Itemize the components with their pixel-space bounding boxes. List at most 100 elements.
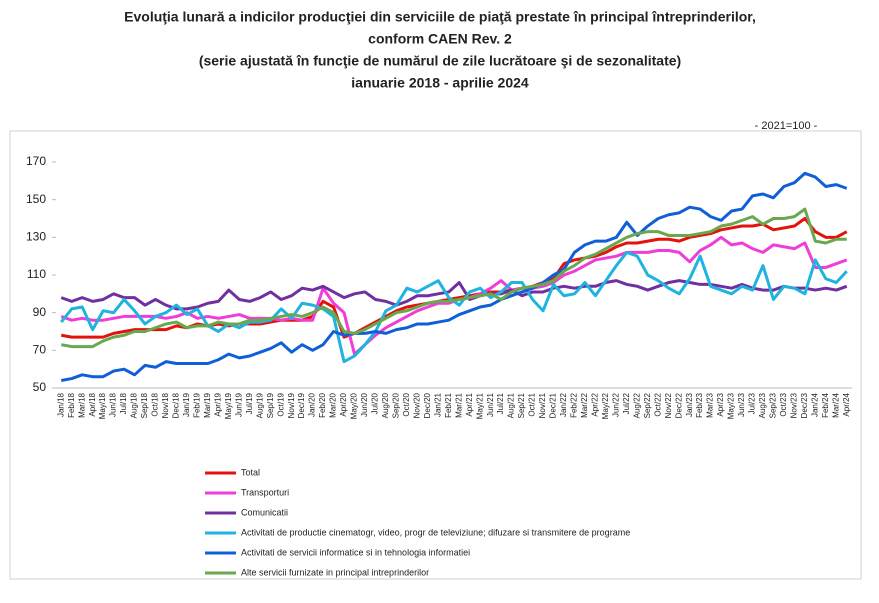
x-tick-label: Feb/22 [570,392,579,417]
x-tick-label: Dec/23 [800,392,809,418]
series-line [60,171,848,382]
x-tick-label: Aug/20 [381,392,390,418]
y-tick-label: 90 [33,305,47,319]
x-tick-label: Aug/18 [130,392,139,418]
title-line: Evoluţia lunară a indicilor producţiei d… [124,9,756,25]
y-tick-label: 110 [27,267,46,281]
x-tick-label: Nov/22 [664,392,673,418]
series-line [60,250,848,364]
x-tick-label: Nov/18 [161,392,170,418]
x-tick-label: Sep/20 [392,392,401,418]
y-tick-label: 170 [26,154,46,168]
x-tick-label: Sep/22 [643,392,652,418]
title-line: conform CAEN Rev. 2 [368,31,512,47]
x-tick-label: Apr/21 [465,392,474,416]
x-tick-label: Nov/19 [287,392,296,418]
x-tick-label: Apr/22 [591,392,600,416]
x-tick-label: Jul/21 [496,392,505,414]
x-tick-label: Mar/19 [203,392,212,417]
x-tick-label: May/18 [98,392,107,419]
x-tick-label: Mar/24 [831,392,840,417]
legend-label: Activitati de servicii informatice si in… [241,547,470,557]
legend-label: Activitati de productie cinematogr, vide… [241,527,630,537]
x-tick-label: Dec/19 [297,392,306,418]
series-line [60,217,848,339]
x-tick-label: Jan/23 [685,392,694,417]
x-tick-label: Aug/19 [255,392,264,418]
series-line [60,279,848,311]
title-line: (serie ajustată în funcţie de numărul de… [199,53,681,69]
chart-frame [9,130,862,580]
x-tick-label: Apr/19 [213,392,222,416]
annotation: - 2021=100 - [755,120,818,132]
x-tick-label: Feb/21 [444,392,453,417]
x-tick-label: Jun/20 [360,392,369,417]
x-tick-label: Jul/19 [245,392,254,414]
y-tick-label: 150 [26,192,46,206]
x-tick-label: Jan/18 [56,392,65,417]
y-tick-label: 70 [33,343,47,357]
x-tick-label: Sep/23 [769,392,778,418]
legend-label: Total [241,467,260,477]
x-tick-label: Dec/21 [549,392,558,418]
x-tick-label: Dec/18 [172,392,181,418]
x-tick-label: Jul/23 [748,392,757,414]
x-tick-label: Nov/20 [412,392,421,418]
x-tick-label: Jul/18 [119,392,128,414]
x-tick-label: Oct/18 [151,392,160,416]
x-tick-label: May/23 [727,392,736,419]
x-tick-label: Dec/20 [423,392,432,418]
x-tick-label: Jul/20 [371,392,380,414]
x-tick-label: Nov/21 [538,392,547,418]
x-tick-label: Jun/21 [486,392,495,417]
x-tick-label: May/19 [224,392,233,419]
x-tick-label: Jan/21 [433,392,442,417]
x-tick-label: Sep/18 [140,392,149,418]
x-tick-label: Sep/21 [517,392,526,418]
x-tick-label: Mar/23 [706,392,715,417]
x-tick-label: Jan/22 [559,392,568,417]
x-tick-label: Jun/22 [611,392,620,417]
x-tick-label: Feb/23 [695,392,704,417]
x-tick-label: Dec/22 [674,392,683,418]
x-tick-label: Mar/18 [77,392,86,417]
x-tick-label: Oct/20 [402,392,411,416]
series-line [60,207,847,349]
x-tick-label: Feb/24 [821,392,830,417]
x-tick-label: Feb/19 [193,392,202,417]
x-tick-label: Aug/23 [758,392,767,418]
x-tick-label: Oct/23 [779,392,788,416]
x-tick-label: May/21 [475,392,484,419]
x-tick-label: Jun/23 [737,392,746,417]
x-tick-label: Jan/19 [182,392,191,417]
x-tick-label: Nov/23 [790,392,799,418]
x-tick-label: Apr/18 [88,392,97,416]
x-tick-label: Feb/18 [67,392,76,417]
x-tick-label: Mar/21 [454,392,463,417]
title-line: ianuarie 2018 - aprilie 2024 [351,75,529,91]
x-tick-label: Jul/22 [622,392,631,414]
x-tick-label: Oct/19 [276,392,285,416]
legend-label: Alte servicii furnizate in principal int… [241,567,429,577]
legend-label: Comunicatii [241,507,288,517]
x-tick-label: Apr/23 [716,392,725,416]
x-tick-label: Oct/22 [653,392,662,416]
x-tick-label: Jun/18 [109,392,118,417]
x-tick-label: Jan/24 [810,392,819,417]
y-tick-label: 50 [33,380,47,394]
x-tick-label: Sep/19 [266,392,275,418]
x-tick-label: May/22 [601,392,610,419]
x-tick-label: Feb/20 [318,392,327,417]
x-tick-label: Jan/20 [308,392,317,417]
series-line [60,235,848,356]
x-tick-label: Apr/24 [842,392,851,416]
legend-label: Transporturi [241,487,289,497]
x-tick-label: May/20 [350,392,359,419]
x-tick-label: Aug/22 [632,392,641,418]
x-tick-label: Mar/22 [580,392,589,417]
x-tick-label: Aug/21 [507,392,516,418]
x-tick-label: Oct/21 [528,392,537,416]
x-tick-label: Jun/19 [234,392,243,417]
x-tick-label: Apr/20 [339,392,348,416]
